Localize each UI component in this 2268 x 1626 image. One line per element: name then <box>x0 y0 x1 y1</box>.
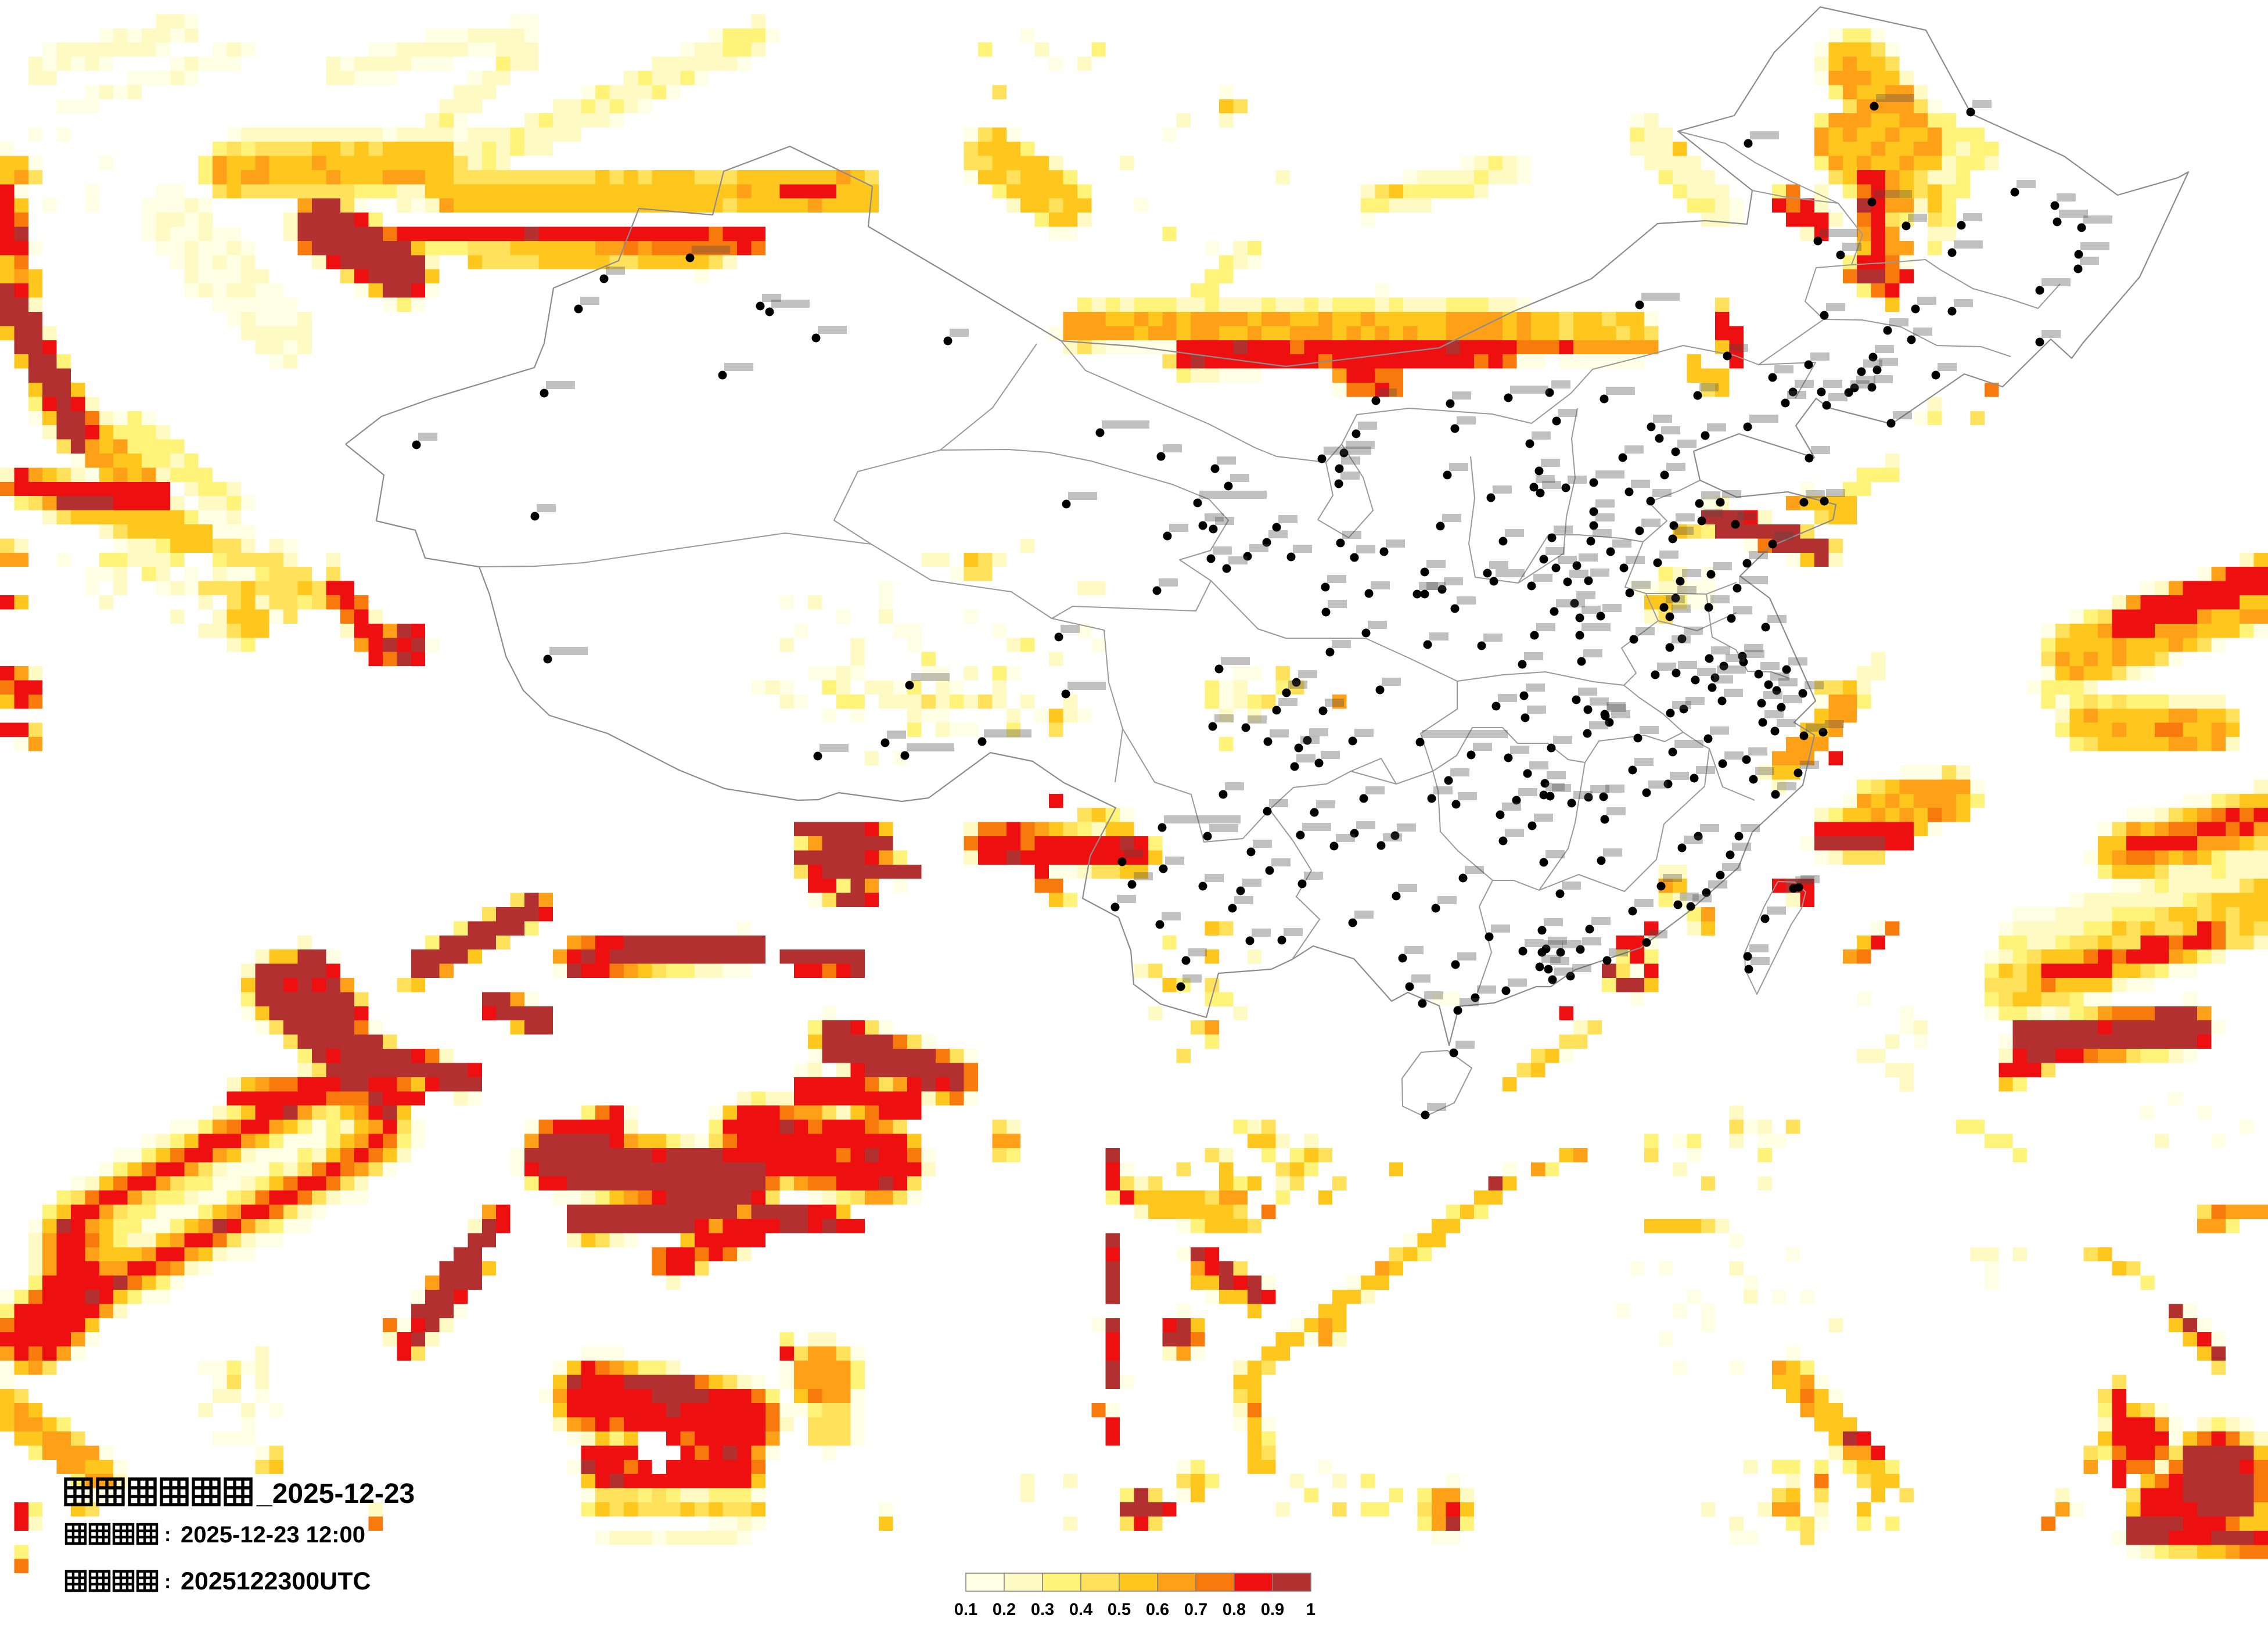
svg-text:1: 1 <box>1306 1600 1315 1619</box>
svg-text:0.7: 0.7 <box>1184 1600 1207 1619</box>
svg-text:_2025-12-23: _2025-12-23 <box>256 1478 415 1509</box>
svg-text:0.3: 0.3 <box>1031 1600 1054 1619</box>
svg-text:0.2: 0.2 <box>993 1600 1016 1619</box>
svg-text::: : <box>164 1571 171 1593</box>
svg-text:0.9: 0.9 <box>1261 1600 1284 1619</box>
svg-text:0.8: 0.8 <box>1223 1600 1246 1619</box>
svg-text:2025-12-23 12:00: 2025-12-23 12:00 <box>181 1522 365 1548</box>
svg-text:2025122300UTC: 2025122300UTC <box>181 1567 371 1595</box>
svg-text:0.4: 0.4 <box>1069 1600 1092 1619</box>
svg-text:0.6: 0.6 <box>1146 1600 1169 1619</box>
svg-text:0.5: 0.5 <box>1108 1600 1131 1619</box>
svg-text:0.1: 0.1 <box>954 1600 977 1619</box>
svg-text::: : <box>164 1524 171 1546</box>
